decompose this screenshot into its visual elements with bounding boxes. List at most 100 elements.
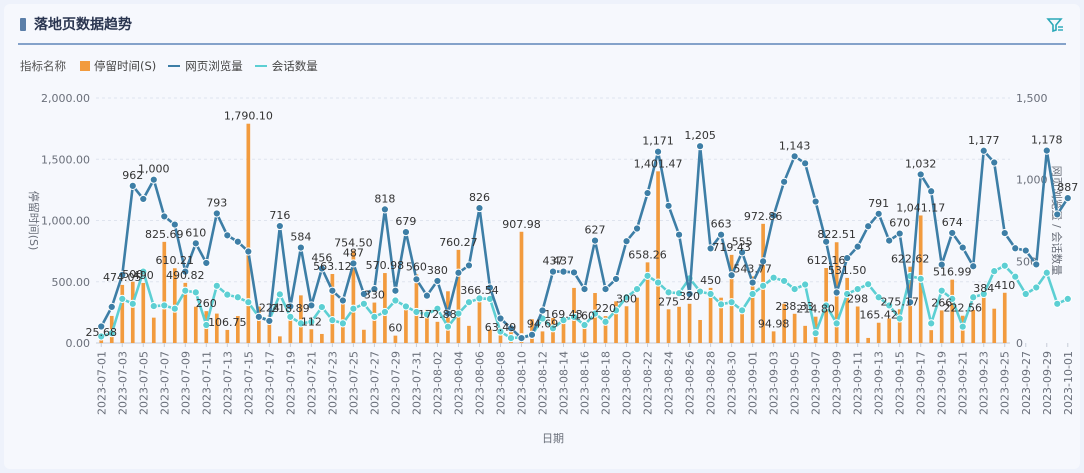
pageviews-point — [391, 286, 400, 295]
bar — [509, 324, 513, 343]
sessions-point — [916, 274, 925, 283]
pageviews-point — [527, 330, 537, 339]
x-tick-label: 2023-10-03 — [1083, 351, 1084, 415]
sessions-point — [674, 289, 684, 298]
x-tick-label: 2023-09-25 — [999, 351, 1012, 415]
pageview-data-label: 380 — [427, 264, 448, 277]
bar — [498, 335, 503, 343]
pageviews-point — [885, 236, 894, 245]
x-tick-label: 2023-07-07 — [158, 351, 171, 415]
pageviews-point — [674, 230, 684, 239]
x-tick-label: 2023-10-01 — [1062, 351, 1075, 415]
sessions-point — [632, 285, 642, 294]
pageviews-point — [485, 283, 495, 292]
pageview-data-label: 1,178 — [1031, 134, 1063, 147]
sessions-point — [937, 286, 946, 295]
bar — [320, 333, 324, 343]
pageviews-point — [170, 220, 179, 229]
x-tick-label: 2023-09-23 — [978, 351, 991, 415]
pageviews-point — [191, 239, 200, 248]
sessions-point — [611, 306, 621, 315]
legend-item-sessions[interactable]: 会话数量 — [254, 58, 318, 74]
pageview-data-label: 584 — [290, 231, 311, 244]
pageviews-point — [443, 309, 453, 318]
bar — [897, 309, 902, 343]
legend-prefix: 指标名称 — [20, 59, 66, 73]
sessions-point — [370, 312, 379, 321]
pageviews-point — [874, 209, 883, 218]
bar — [130, 281, 135, 343]
pageviews-point — [559, 267, 568, 276]
bar — [246, 123, 251, 343]
pageview-data-label: 437 — [543, 255, 564, 268]
pageviews-point — [128, 181, 137, 190]
sessions-point — [780, 276, 789, 286]
x-tick-label: 2023-09-21 — [957, 351, 970, 415]
bar-data-label: 275 — [658, 295, 679, 308]
bar — [929, 330, 934, 343]
pageviews-point — [181, 267, 190, 276]
x-tick-label: 2023-09-19 — [936, 351, 949, 415]
sessions-point — [1042, 268, 1051, 277]
pageviews-point — [202, 258, 211, 268]
bar-data-label: 60 — [388, 322, 402, 335]
filter-icon[interactable] — [1046, 16, 1064, 34]
bar-data-label: 1,401.47 — [634, 157, 683, 170]
bar — [488, 329, 492, 343]
bar — [677, 306, 681, 343]
pageviews-point — [464, 261, 474, 270]
pageview-data-label: 456 — [311, 252, 332, 265]
pageviews-point — [780, 177, 789, 186]
sessions-point — [118, 294, 127, 303]
bar-data-label: 94.98 — [758, 317, 790, 330]
pageviews-point — [107, 302, 116, 312]
pageviews-point — [748, 278, 757, 287]
bar — [782, 303, 786, 343]
bar — [362, 329, 366, 343]
x-tick-label: 2023-09-03 — [768, 351, 781, 415]
pageviews-point — [895, 229, 904, 238]
bar — [278, 336, 282, 343]
pageviews-point — [254, 312, 263, 321]
bar-data-label: 450 — [700, 274, 721, 287]
x-axis-title: 日期 — [542, 432, 564, 445]
pageview-data-label: 674 — [942, 216, 963, 229]
y-left-axis-title: 停留时间(S) — [27, 191, 41, 251]
bar-data-label: 260 — [196, 297, 217, 310]
bar-data-label: 563.12 — [313, 260, 352, 273]
pageviews-point — [695, 142, 705, 151]
pageviews-point — [160, 212, 169, 221]
pageview-data-label: 1,032 — [905, 157, 937, 170]
sessions-point — [716, 300, 726, 309]
sessions-point — [233, 293, 242, 302]
pageviews-point — [864, 222, 873, 231]
x-tick-label: 2023-07-05 — [137, 351, 150, 415]
y-right-tick-label: 0 — [1016, 337, 1023, 350]
bar — [719, 297, 723, 343]
x-tick-label: 2023-07-03 — [116, 351, 129, 415]
bar-data-label: 222.56 — [943, 302, 982, 315]
bar — [225, 329, 230, 343]
bar — [740, 310, 744, 343]
pageviews-point — [906, 298, 915, 307]
legend-item-dwell-time[interactable]: 停留时间(S) — [80, 58, 156, 74]
sessions-point — [801, 280, 810, 289]
bar — [708, 287, 713, 343]
bar-data-label: 822.51 — [817, 228, 856, 241]
sessions-point — [695, 287, 705, 296]
legend-item-pageviews[interactable]: 网页浏览量 — [168, 58, 243, 74]
bar — [666, 309, 671, 343]
sessions-point — [548, 324, 558, 333]
sessions-point — [864, 280, 873, 289]
bar — [635, 297, 639, 343]
pageviews-point — [338, 296, 347, 305]
bar — [288, 316, 293, 343]
pageviews-point — [622, 237, 631, 246]
bar-data-label: 474.05 — [103, 271, 142, 284]
sessions-point — [202, 320, 211, 330]
title-marker-icon — [20, 18, 26, 31]
sessions-point — [958, 322, 967, 331]
bar-data-label: 214.80 — [796, 303, 835, 316]
bar-data-label: 754.50 — [334, 237, 373, 250]
legend: 指标名称 停留时间(S) 网页浏览量 会话数量 — [20, 57, 330, 75]
